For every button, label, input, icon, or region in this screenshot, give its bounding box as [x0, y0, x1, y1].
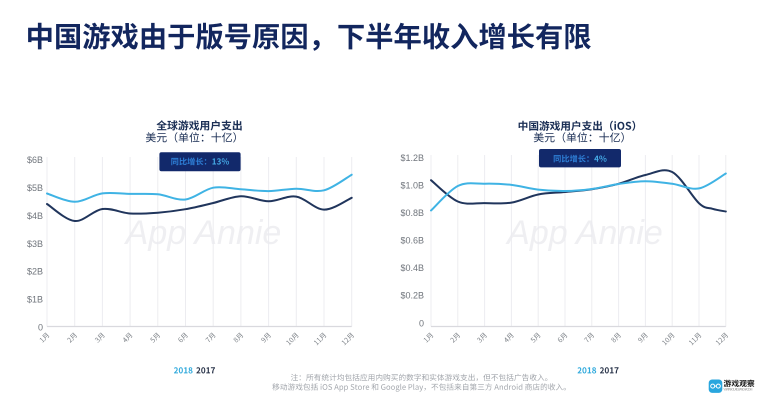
svg-text:$0.8B: $0.8B	[400, 208, 424, 218]
svg-text:$1.0B: $1.0B	[400, 181, 424, 191]
svg-text:$0.6B: $0.6B	[400, 236, 424, 246]
svg-text:App Annie: App Annie	[505, 214, 663, 252]
svg-text:0: 0	[38, 322, 43, 332]
svg-text:$0.2B: $0.2B	[400, 291, 424, 301]
svg-text:0: 0	[419, 319, 424, 329]
svg-text:$1.2B: $1.2B	[400, 153, 424, 163]
svg-text:$1B: $1B	[27, 295, 43, 305]
svg-text:WWW.YOUXIGUANCHA.COM: WWW.YOUXIGUANCHA.COM	[724, 388, 753, 392]
svg-text:App Annie: App Annie	[124, 214, 282, 252]
svg-text:$6B: $6B	[27, 155, 43, 165]
svg-text:$5B: $5B	[27, 183, 43, 193]
svg-text:$4B: $4B	[27, 211, 43, 221]
svg-text:$0.4B: $0.4B	[400, 263, 424, 273]
svg-text:$3B: $3B	[27, 239, 43, 249]
svg-text:$2B: $2B	[27, 267, 43, 277]
